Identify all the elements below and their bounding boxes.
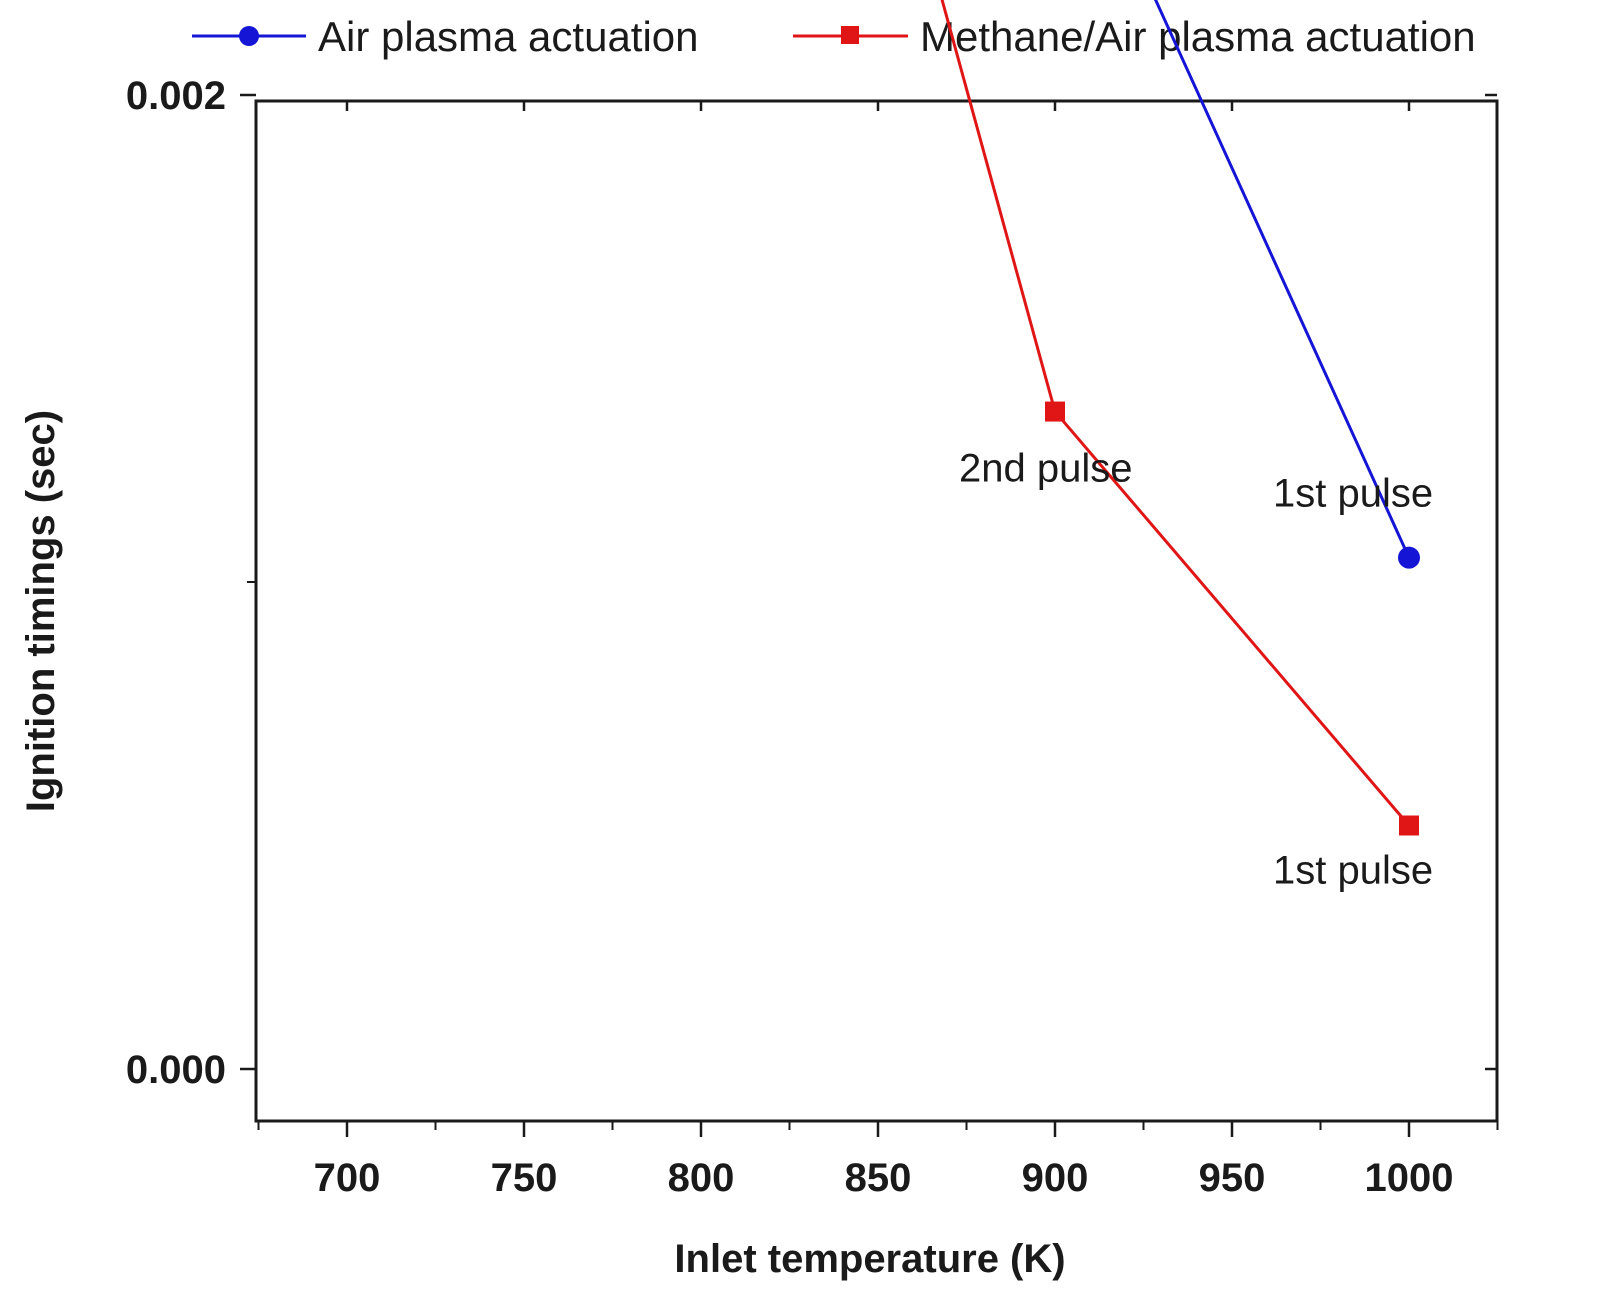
data-point-1-2 (1045, 401, 1065, 422)
legend: Air plasma actuation Methane/Air plasma … (192, 13, 1476, 60)
y-axis-title: Ignition timings (sec) (19, 410, 63, 812)
y-tick-label-1: 0.002 (126, 74, 226, 118)
x-tick-label-850: 850 (845, 1156, 912, 1200)
x-tick-label-700: 700 (314, 1156, 381, 1200)
y-tick-label-0: 0.000 (126, 1048, 226, 1092)
legend-marker-air (239, 26, 259, 46)
x-tick-label-900: 900 (1022, 1156, 1089, 1200)
legend-label-air: Air plasma actuation (318, 13, 699, 60)
series-line-1 (940, 0, 1411, 827)
x-tick-label-750: 750 (491, 1156, 558, 1200)
x-axis-title: Inlet temperature (K) (674, 1237, 1065, 1281)
x-tick-label-950: 950 (1199, 1156, 1266, 1200)
data-point-1-3 (1399, 815, 1419, 836)
plot-frame (254, 99, 1499, 1123)
legend-label-methane: Methane/Air plasma actuation (920, 13, 1476, 60)
axis-tick-labels: 70075080085090095010000.0000.0020.0040.0… (126, 74, 1454, 1200)
point-annotation-1-3: 1st pulse (1273, 849, 1433, 893)
point-annotation-1-2: 2nd pulse (959, 447, 1132, 491)
legend-marker-methane (841, 26, 859, 44)
series-layer (940, 0, 1420, 836)
x-tick-label-1000: 1000 (1365, 1156, 1454, 1200)
axis-ticks (240, 93, 1499, 1137)
x-tick-label-800: 800 (668, 1156, 735, 1200)
series-line-0 (1154, 0, 1411, 559)
data-point-0-3 (1398, 546, 1420, 569)
point-annotation-0-3: 1st pulse (1273, 472, 1433, 516)
